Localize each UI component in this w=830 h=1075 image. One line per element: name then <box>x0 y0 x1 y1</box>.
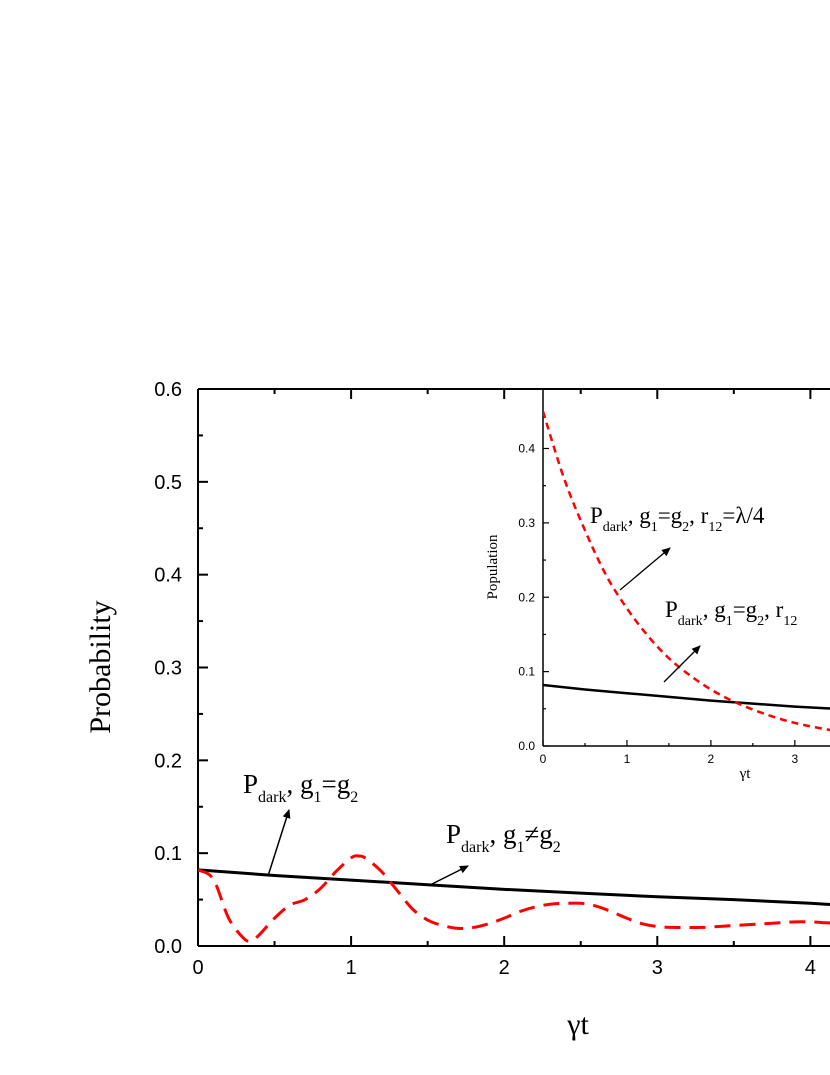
main-series-dashed-line <box>198 854 830 943</box>
main-y-tick-label: 0.2 <box>154 750 182 772</box>
inset-y-tick-label: 0.1 <box>518 665 535 679</box>
inset-x-tick-label: 0 <box>540 752 547 766</box>
main-y-tick-label: 0.6 <box>154 379 182 401</box>
inset-arrow-quarter <box>619 547 671 591</box>
inset-x-tick-label: 2 <box>708 752 715 766</box>
inset-y-tick-label: 0.3 <box>518 516 535 530</box>
main-x-tick-label: 0 <box>192 957 203 979</box>
main-series-solid-line <box>198 868 830 906</box>
inset-annotation-quarter: Pdark, g1=g2, r12=λ/4 <box>590 503 765 535</box>
main-y-tick-label: 0.1 <box>154 843 182 865</box>
inset-arrow-second <box>663 645 701 683</box>
main-y-tick-label: 0.0 <box>154 936 182 958</box>
main-y-axis-title: Probability <box>84 600 117 733</box>
main-x-tick-label: 1 <box>346 957 357 979</box>
main-chart: 0 1 2 3 4 0.0 0.1 0.2 0.3 0.4 0.5 0.6 γt Probabili… <box>84 379 830 1041</box>
main-annotation-equal: Pdark, g1=g2 <box>243 769 358 806</box>
main-x-axis-title: γt <box>566 1008 589 1041</box>
main-x-ticks: 0 1 2 3 4 <box>192 389 816 979</box>
inset-y-tick-label: 0.2 <box>518 590 535 604</box>
main-y-tick-label: 0.4 <box>154 565 182 587</box>
main-arrow-unequal <box>429 865 469 886</box>
main-y-tick-label: 0.5 <box>154 472 182 494</box>
inset-x-axis-title: γt <box>739 766 752 782</box>
inset-x-ticks: 0 1 2 3 <box>540 740 798 766</box>
main-y-ticks: 0.0 0.1 0.2 0.3 0.4 0.5 0.6 <box>154 379 208 958</box>
main-x-tick-label: 4 <box>805 957 816 979</box>
inset-x-tick-label: 1 <box>624 752 631 766</box>
inset-chart: 0 1 2 3 0.0 0.1 0.2 0.3 0.4 γt Population Pdark… <box>485 389 830 782</box>
inset-y-tick-label: 0.0 <box>518 739 535 753</box>
inset-series-dashed-line <box>543 410 830 732</box>
inset-annotation-second: Pdark, g1=g2, r12 <box>665 597 797 629</box>
inset-x-tick-label: 3 <box>791 752 798 766</box>
main-y-tick-label: 0.3 <box>154 658 182 680</box>
inset-series-solid-line <box>543 683 830 710</box>
inset-y-tick-label: 0.4 <box>518 442 535 456</box>
main-x-tick-label: 3 <box>652 957 663 979</box>
main-arrow-equal <box>267 809 291 877</box>
inset-y-ticks: 0.0 0.1 0.2 0.3 0.4 <box>518 442 549 753</box>
main-x-tick-label: 2 <box>499 957 510 979</box>
inset-y-axis-title: Population <box>485 534 501 600</box>
main-annotation-unequal: Pdark, g1≠g2 <box>446 819 561 856</box>
